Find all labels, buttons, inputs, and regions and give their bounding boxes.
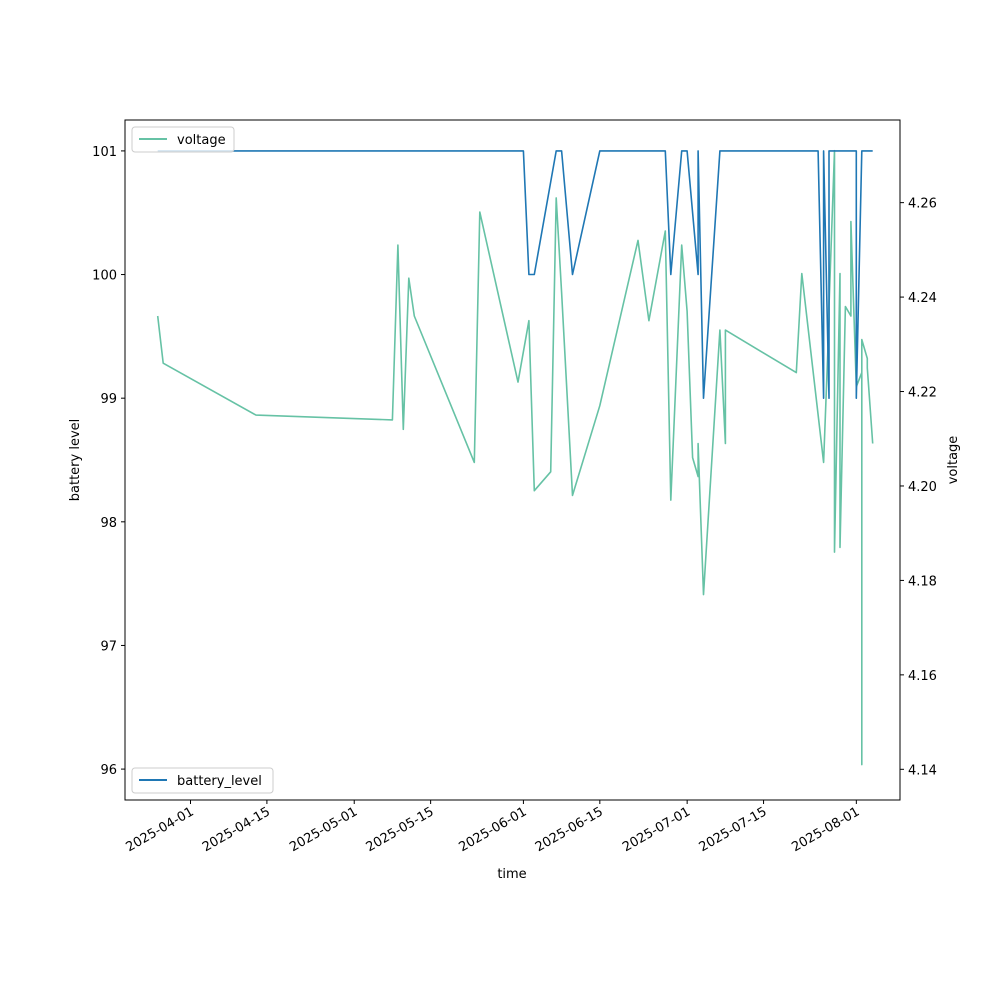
y-right-tick-label: 4.14 [908, 763, 937, 778]
x-tick-label: 2025-07-15 [697, 804, 770, 855]
y-right-tick-label: 4.18 [908, 574, 937, 589]
y-axis-left-title: battery level [68, 419, 83, 502]
x-tick-label: 2025-07-01 [620, 804, 693, 855]
y-left-tick-label: 100 [92, 269, 117, 284]
y-right-tick-label: 4.16 [908, 669, 937, 684]
x-tick-label: 2025-08-01 [789, 804, 862, 855]
y-right-tick-label: 4.20 [908, 480, 937, 495]
x-axis-title: time [497, 867, 526, 882]
x-tick-label: 2025-04-01 [124, 804, 197, 855]
legend-voltage: voltage [131, 126, 235, 153]
y-left-tick-label: 96 [100, 763, 117, 778]
x-tick-label: 2025-04-15 [200, 804, 273, 855]
y-right-tick-label: 4.26 [908, 197, 937, 212]
legend-battery-level: battery_level [131, 767, 274, 794]
legend-battery-level-box [131, 767, 274, 794]
legend-battery-level-label: battery_level [177, 774, 262, 789]
plot-frame [124, 119, 901, 801]
y-left-tick-label: 97 [100, 639, 117, 654]
x-tick-label: 2025-06-01 [456, 804, 529, 855]
y-left-tick-label: 101 [92, 145, 117, 160]
legend-voltage-label: voltage [177, 133, 226, 148]
y-right-tick-label: 4.22 [908, 386, 937, 401]
series-line-battery-level [157, 150, 873, 400]
y-left-tick-label: 98 [100, 516, 117, 531]
legend-voltage-box [131, 126, 235, 153]
x-tick-label: 2025-05-01 [287, 804, 360, 855]
y-axis-right-title: voltage [946, 436, 961, 485]
x-tick-label: 2025-06-15 [533, 804, 606, 855]
x-tick-label: 2025-05-15 [364, 804, 437, 855]
y-left-tick-label: 99 [100, 392, 117, 407]
series-line-voltage [156, 149, 874, 766]
y-right-tick-label: 4.24 [908, 291, 937, 306]
